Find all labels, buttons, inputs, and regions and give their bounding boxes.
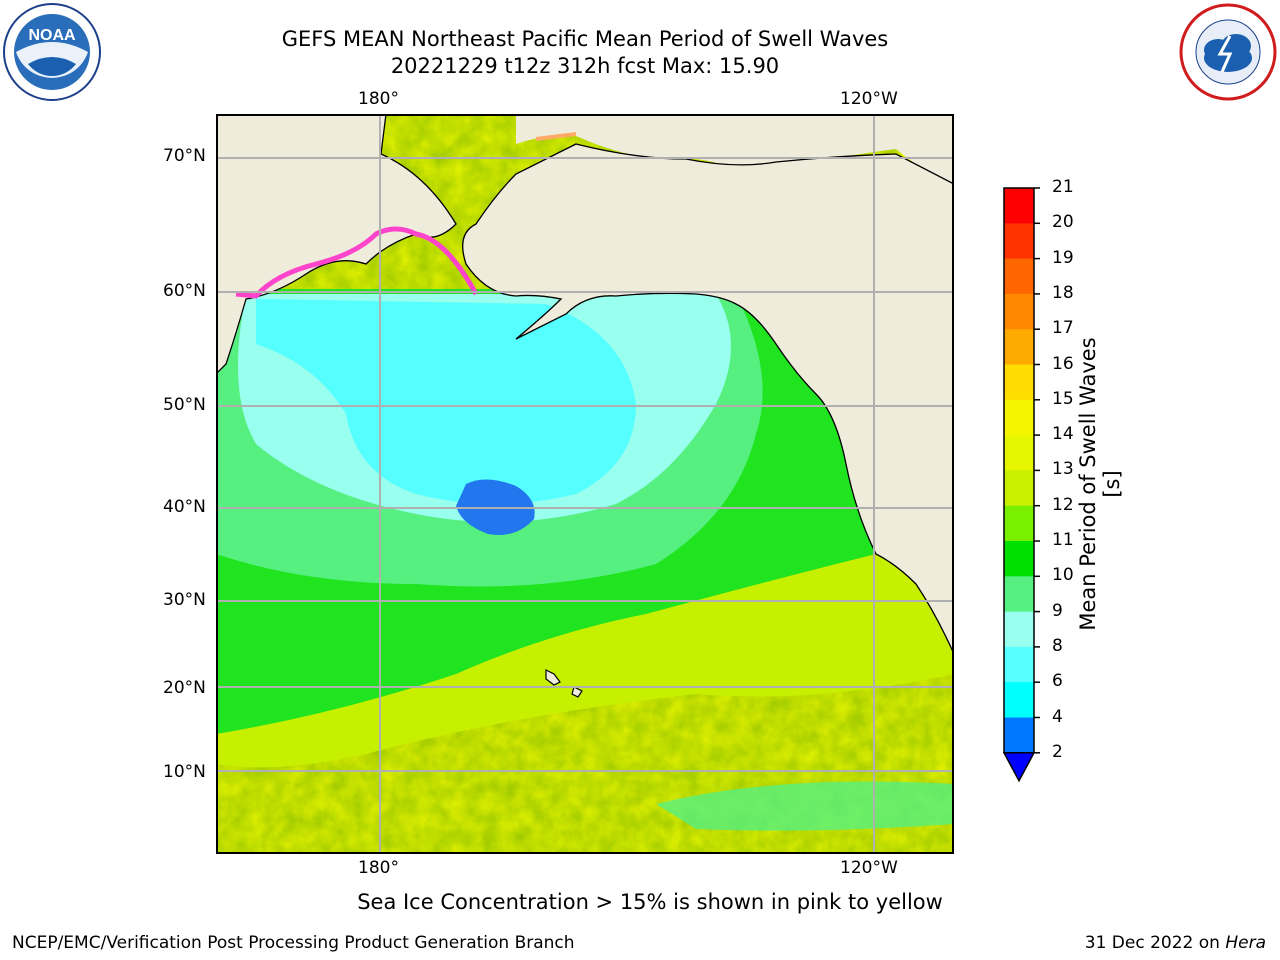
lat-label-10n: 10°N [163, 762, 206, 782]
colorbar-tick-label: 15 [1052, 388, 1074, 409]
sea-ice-north [535, 132, 577, 141]
colorbar-box [1004, 188, 1034, 224]
colorbar-box [1004, 258, 1034, 295]
colorbar-tick-label: 18 [1052, 282, 1074, 303]
colorbar-box [1004, 293, 1034, 330]
lon-label-top-180: 180° [358, 89, 399, 109]
lat-label-70n: 70°N [163, 146, 206, 166]
land-siberia [216, 114, 457, 375]
colorbar-tick-label: 19 [1052, 247, 1074, 268]
footer-credit: NCEP/EMC/Verification Post Processing Pr… [12, 933, 575, 953]
colorbar-box [1004, 505, 1034, 542]
lon-label-top-120w: 120°W [840, 89, 898, 109]
colorbar-box [1004, 541, 1034, 577]
sea-ice-note: Sea Ice Concentration > 15% is shown in … [357, 890, 943, 914]
colorbar-tick-label: 9 [1052, 600, 1063, 621]
lon-label-bottom-180: 180° [358, 858, 399, 878]
colorbar-tick-label: 6 [1052, 671, 1063, 692]
colorbar-extend-triangle [1002, 752, 1036, 783]
footer-host: Hera [1225, 933, 1266, 953]
nws-logo [1178, 2, 1278, 106]
colorbar-tick-label: 20 [1052, 212, 1074, 233]
map-frame [216, 114, 954, 854]
colorbar-box [1004, 399, 1034, 436]
colorbar-tick-label: 2 [1052, 741, 1063, 762]
colorbar-tick-label: 4 [1052, 706, 1063, 727]
lat-label-30n: 30°N [163, 590, 206, 610]
colorbar-box [1004, 611, 1034, 648]
colorbar [1002, 187, 1040, 783]
colorbar-box [1004, 364, 1034, 401]
land-hawaii [545, 669, 583, 698]
footer-date-text: 31 Dec 2022 on [1084, 933, 1226, 953]
colorbar-title: Mean Period of Swell Waves [s] [1076, 337, 1124, 631]
colorbar-tick-label: 14 [1052, 424, 1074, 445]
colorbar-box [1004, 717, 1034, 754]
colorbar-box [1004, 329, 1034, 365]
footer-date: 31 Dec 2022 on Hera [1085, 933, 1266, 953]
lon-label-bottom-120w: 120°W [840, 858, 898, 878]
lat-label-40n: 40°N [163, 497, 206, 517]
colorbar-box [1004, 646, 1034, 683]
map-subtitle: 20221229 t12z 312h fcst Max: 15.90 [390, 54, 780, 78]
noaa-logo: NOAA [2, 2, 102, 106]
noaa-logo-text: NOAA [28, 27, 76, 44]
map-title: GEFS MEAN Northeast Pacific Mean Period … [281, 27, 889, 51]
colorbar-box [1004, 576, 1034, 613]
colorbar-tick-label: 16 [1052, 353, 1074, 374]
colorbar-tick-label: 13 [1052, 459, 1074, 480]
colorbar-tick-label: 12 [1052, 494, 1074, 515]
swell-period-map [216, 114, 954, 854]
colorbar-tick-label: 10 [1052, 565, 1074, 586]
lat-label-20n: 20°N [163, 678, 206, 698]
field-south-green [656, 781, 954, 831]
colorbar-box [1004, 682, 1034, 718]
land-arctic-north [516, 114, 954, 184]
colorbar-tick-label: 17 [1052, 318, 1074, 339]
field-6-8s [256, 299, 636, 504]
colorbar-tick-label: 21 [1052, 177, 1074, 197]
colorbar-box [1004, 470, 1034, 507]
graticule [216, 114, 954, 854]
colorbar-box [1004, 435, 1034, 471]
lat-label-50n: 50°N [163, 395, 206, 415]
colorbar-tick-label: 11 [1052, 530, 1074, 550]
sea-ice-edge [235, 226, 479, 299]
colorbar-tick-label: 8 [1052, 635, 1063, 656]
colorbar-box [1004, 223, 1034, 260]
lat-label-60n: 60°N [163, 281, 206, 301]
